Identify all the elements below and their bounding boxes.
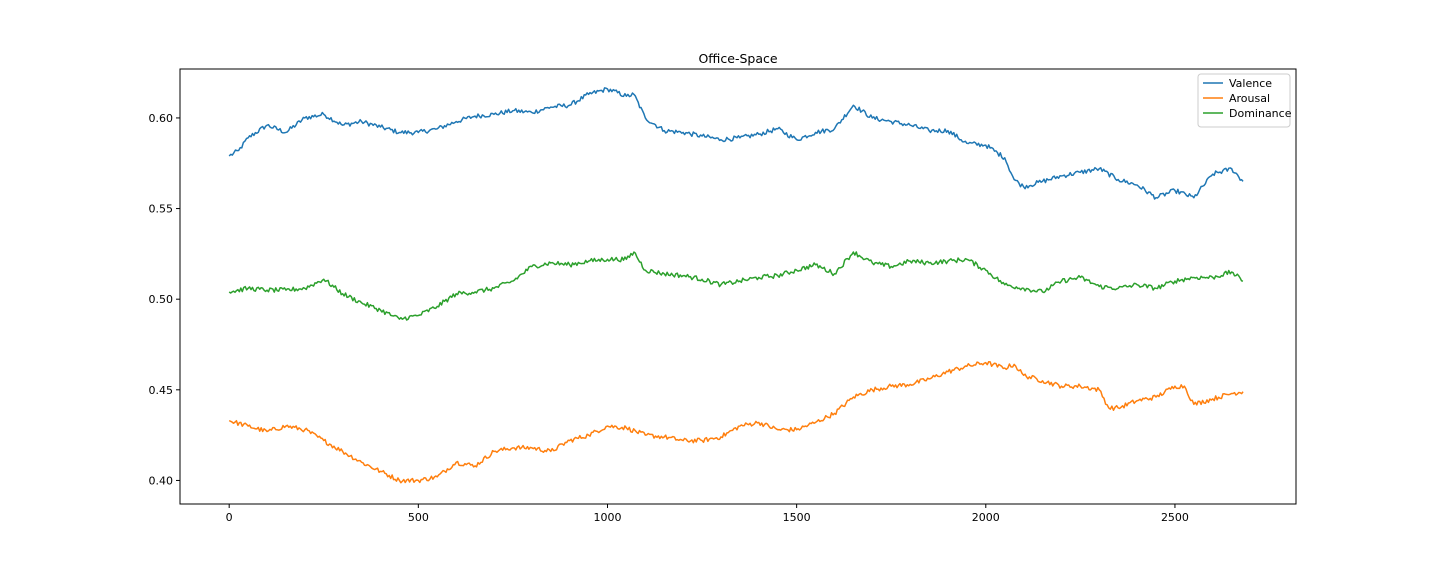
x-tick-label: 1500 [783,511,811,524]
legend-label-valence: Valence [1229,77,1272,90]
chart-title: Office-Space [698,51,777,66]
y-tick-label: 0.40 [149,474,174,487]
legend-label-dominance: Dominance [1229,107,1292,120]
series-line-arousal [228,360,1244,484]
y-tick-label: 0.55 [149,203,174,216]
x-tick-label: 1000 [593,511,621,524]
legend-label-arousal: Arousal [1229,92,1270,105]
x-axis: 0 500 1000 1500 2000 2500 [226,504,1189,524]
series-line-dominance [228,251,1244,321]
x-tick-label: 2000 [972,511,1000,524]
y-tick-label: 0.60 [149,112,174,125]
y-tick-label: 0.45 [149,384,174,397]
x-tick-label: 2500 [1161,511,1189,524]
x-tick-label: 0 [226,511,233,524]
legend: Valence Arousal Dominance [1197,73,1292,128]
y-axis: 0.40 0.45 0.50 0.55 0.60 [149,112,180,487]
plot-area-frame [179,68,1297,505]
series-line-valence [228,87,1244,200]
x-tick-label: 500 [408,511,429,524]
y-tick-label: 0.50 [149,293,174,306]
series-layer [228,87,1244,484]
